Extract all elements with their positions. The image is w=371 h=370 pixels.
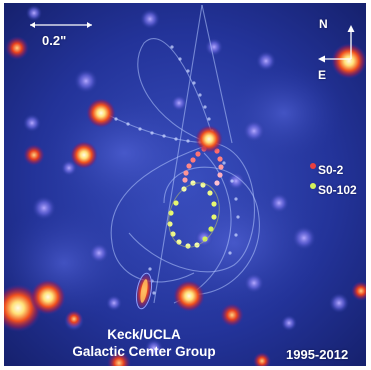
compass-north-label: N [319,17,328,31]
s0-102-orbit-fit [168,182,220,248]
galactic-center-image: 0.2" N E S0-2 S0-102 Keck/UCLA Galactic … [4,3,366,366]
year-range-label: 1995-2012 [286,347,349,362]
legend-s0-102-dot [310,183,316,189]
elongated-source [134,271,154,311]
scale-bar-label: 0.2" [42,33,67,48]
legend-s0-2-dot [310,163,316,169]
credit-text: Keck/UCLA Galactic Center Group [44,326,244,360]
star-field [4,3,366,366]
faint-stars [23,5,349,357]
credit-line-2: Galactic Center Group [72,344,216,359]
bright-stars [4,36,366,366]
compass [318,25,355,63]
scale-bar [30,22,92,28]
credit-line-1: Keck/UCLA [107,327,181,342]
compass-east-label: E [318,68,327,82]
legend-s0-2-label: S0-2 [318,163,344,177]
legend-s0-102-label: S0-102 [318,183,357,197]
